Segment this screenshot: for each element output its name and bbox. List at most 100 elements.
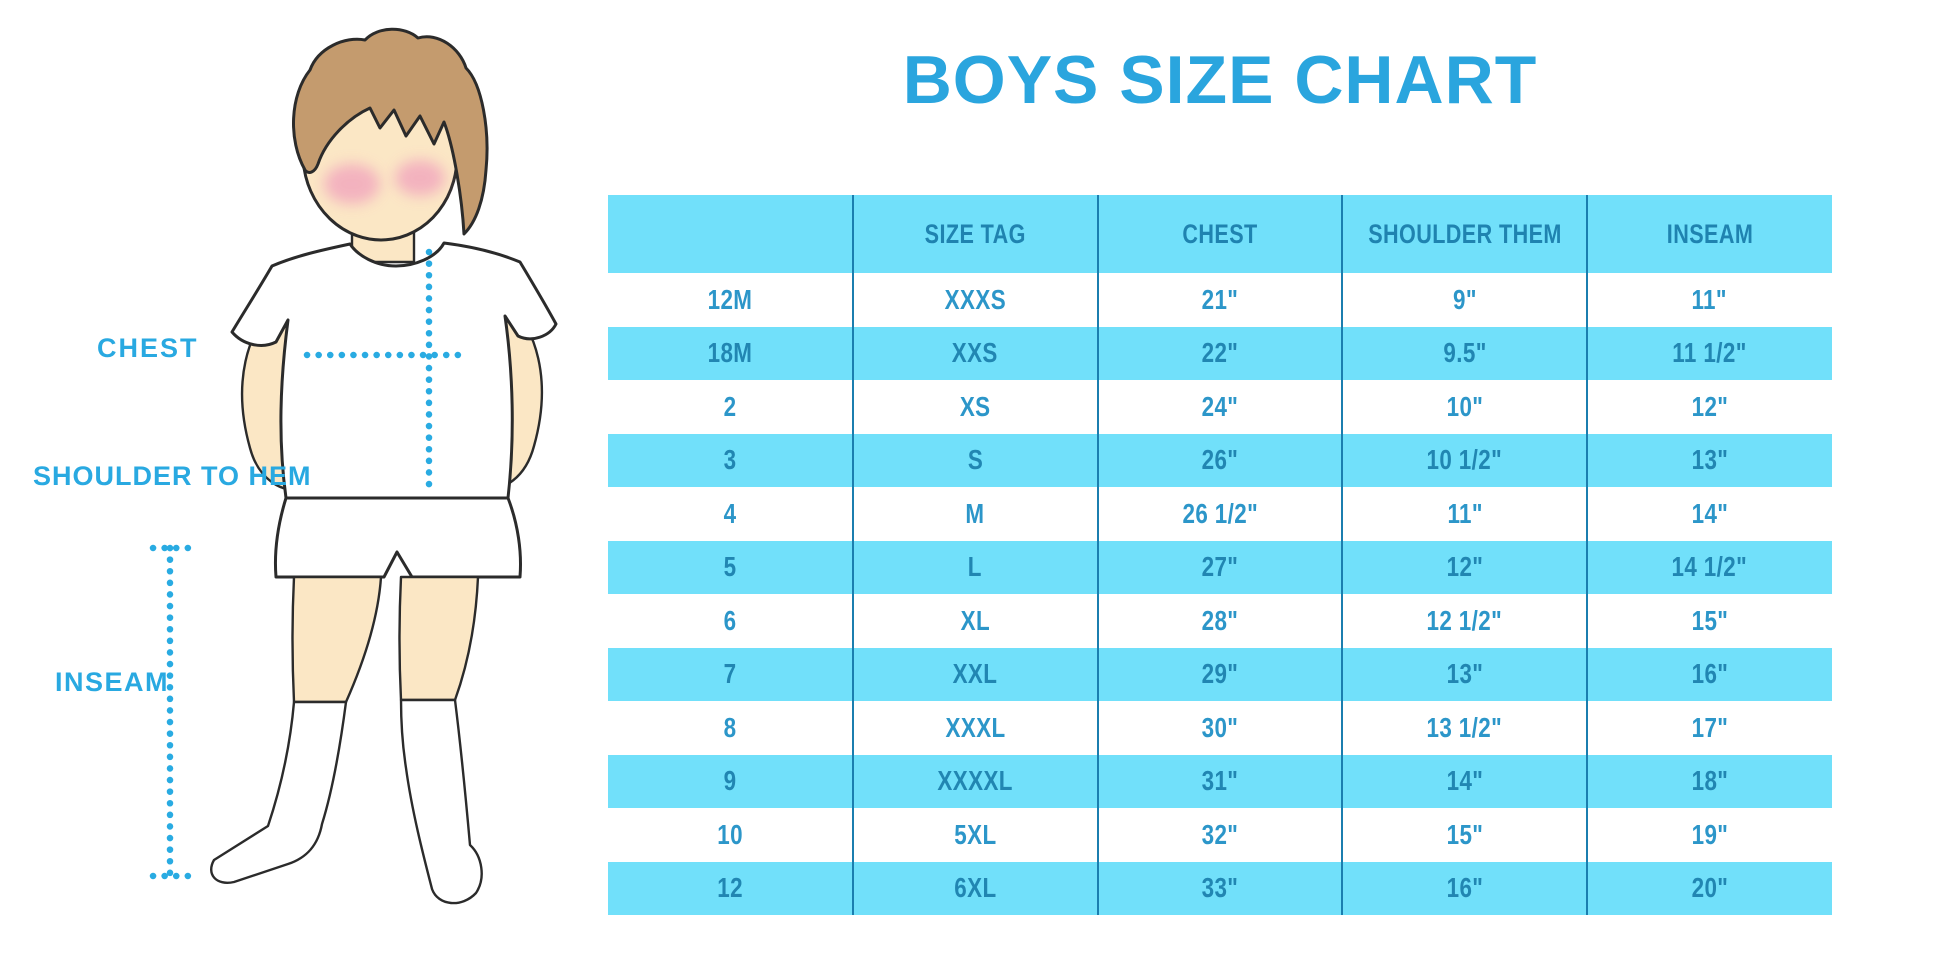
table-cell: 3	[608, 434, 853, 488]
header-cell-label: SIZE TAG	[924, 218, 1026, 249]
table-row: 12 6XL 33" 16" 20"	[608, 861, 1832, 916]
inseam-measure-label: INSEAM	[55, 667, 170, 697]
table-cell: 21"	[1098, 273, 1343, 327]
table-cell-value: S	[967, 444, 983, 476]
table-cell-value: XXXL	[945, 711, 1006, 743]
table-cell-value: XL	[960, 604, 990, 636]
table-cell-value: 6XL	[954, 872, 997, 904]
table-row: 18M XXS 22" 9.5" 11 1/2"	[608, 326, 1832, 381]
table-cell-value: 20"	[1691, 872, 1728, 904]
table-cell: 30"	[1098, 701, 1343, 755]
table-cell: 28"	[1098, 594, 1343, 648]
table-cell: 12"	[1342, 541, 1587, 595]
table-cell-value: 32"	[1201, 818, 1239, 850]
table-cell-value: 6	[723, 604, 737, 636]
page-title: BOYS SIZE CHART	[902, 42, 1538, 118]
header-cell-inseam: INSEAM	[1587, 195, 1832, 273]
table-cell-value: 12"	[1691, 390, 1728, 422]
table-cell-value: 21"	[1201, 283, 1239, 315]
table-cell-value: 13"	[1446, 658, 1484, 690]
table-cell: 14"	[1342, 755, 1587, 809]
table-cell: 9	[608, 755, 853, 809]
table-cell-value: 12	[717, 872, 744, 904]
column-divider	[851, 195, 854, 915]
table-cell: 12 1/2"	[1342, 594, 1587, 648]
table-cell: 12"	[1587, 380, 1832, 434]
table-cell: 16"	[1342, 862, 1587, 916]
header-cell-size	[608, 195, 853, 273]
table-cell: M	[853, 487, 1098, 541]
table-cell-value: 11"	[1691, 283, 1728, 315]
table-cell: 11 1/2"	[1587, 327, 1832, 381]
table-body: 12 M XXXS 21" 9" 11" 18M XXS 22" 9.5" 11 1/2" 2 XS 24…	[608, 273, 1832, 915]
table-cell: 13"	[1587, 434, 1832, 488]
table-cell: 2	[608, 380, 853, 434]
header-cell-size-tag: SIZE TAG	[853, 195, 1098, 273]
table-cell-value: M	[965, 497, 985, 529]
table-cell: 8	[608, 701, 853, 755]
table-cell-value: 29"	[1201, 658, 1239, 690]
right-blush	[395, 160, 445, 196]
table-cell: 10"	[1342, 380, 1587, 434]
table-cell: 7	[608, 648, 853, 702]
table-cell: 26 1/2"	[1098, 487, 1343, 541]
table-cell: XXS	[853, 327, 1098, 381]
table-row: 10 5XL 32" 15" 19"	[608, 808, 1832, 862]
table-cell: 13"	[1342, 648, 1587, 702]
table-cell: 11"	[1342, 487, 1587, 541]
table-cell: 31"	[1098, 755, 1343, 809]
table-cell-value: 15"	[1691, 604, 1728, 636]
table-row: 4 M 26 1/2" 11" 14"	[608, 487, 1832, 541]
table-cell-value: 10"	[1446, 390, 1484, 422]
header-cell-label: CHEST	[1182, 218, 1258, 249]
table-cell-value: XXXXL	[937, 765, 1013, 797]
table-cell-value: 24"	[1201, 390, 1239, 422]
table-cell-value: 14 1/2"	[1671, 551, 1748, 583]
header-cell-label: INSEAM	[1666, 218, 1753, 249]
table-cell-value: 13"	[1691, 444, 1728, 476]
table-cell: 5	[608, 541, 853, 595]
table-cell-value: XS	[959, 390, 991, 422]
left-sock	[210, 700, 348, 884]
table-cell: 10	[608, 808, 853, 862]
table-cell-value: 30"	[1201, 711, 1239, 743]
table-cell-value: 18M	[708, 337, 753, 369]
table-cell: 26"	[1098, 434, 1343, 488]
table-cell: 15"	[1587, 594, 1832, 648]
table-cell: 13 1/2"	[1342, 701, 1587, 755]
table-cell: XXXL	[853, 701, 1098, 755]
table-cell: 20"	[1587, 862, 1832, 916]
table-cell: 5XL	[853, 808, 1098, 862]
table-cell-value: 9"	[1452, 283, 1477, 315]
column-divider	[1586, 195, 1589, 915]
table-cell: 14"	[1587, 487, 1832, 541]
table-cell: 16"	[1587, 648, 1832, 702]
table-cell-value: 22"	[1201, 337, 1239, 369]
table-cell: 9.5"	[1342, 327, 1587, 381]
table-cell: 11"	[1587, 273, 1832, 327]
table-row: 7 XXL 29" 13" 16"	[608, 647, 1832, 702]
boy-measurement-illustration	[149, 27, 558, 905]
table-cell-value: 26 1/2"	[1182, 497, 1258, 529]
table-cell-value: 16"	[1446, 872, 1484, 904]
table-cell: 15"	[1342, 808, 1587, 862]
table-cell: 4	[608, 487, 853, 541]
table-cell-value: 11"	[1447, 497, 1483, 529]
table-cell: 18M	[608, 327, 853, 381]
table-row: 9 XXXXL 31" 14" 18"	[608, 754, 1832, 809]
table-cell-value: 7	[723, 658, 737, 690]
table-cell-value: XXXS	[944, 283, 1006, 315]
table-cell: 18"	[1587, 755, 1832, 809]
table-row: 6 XL 28" 12 1/2" 15"	[608, 594, 1832, 648]
table-cell: XXL	[853, 648, 1098, 702]
table-cell-value: 28"	[1201, 604, 1239, 636]
column-divider	[1096, 195, 1099, 915]
table-cell-value: 9	[723, 765, 737, 797]
table-cell: 33"	[1098, 862, 1343, 916]
header-cell-chest: CHEST	[1098, 195, 1343, 273]
table-cell-value: XXS	[952, 337, 999, 369]
shoulder-to-hem-measure-label: SHOULDER TO HEM	[33, 461, 312, 491]
table-cell: XXXS	[853, 273, 1098, 327]
shorts	[274, 496, 522, 579]
chest-measure-label: CHEST	[97, 333, 199, 363]
